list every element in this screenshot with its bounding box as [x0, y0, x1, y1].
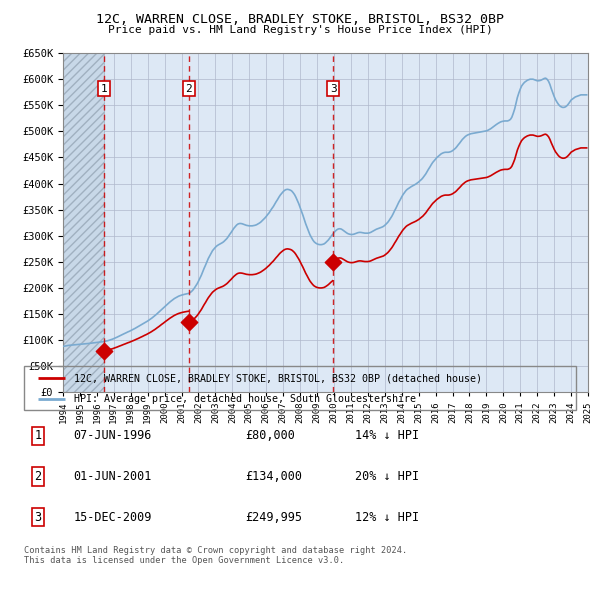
Text: 20% ↓ HPI: 20% ↓ HPI — [355, 470, 419, 483]
Point — [328, 257, 338, 267]
Text: 2: 2 — [185, 84, 192, 94]
Text: £249,995: £249,995 — [245, 510, 302, 523]
Text: 15-DEC-2009: 15-DEC-2009 — [74, 510, 152, 523]
Text: 12C, WARREN CLOSE, BRADLEY STOKE, BRISTOL, BS32 0BP: 12C, WARREN CLOSE, BRADLEY STOKE, BRISTO… — [96, 13, 504, 26]
Text: 1: 1 — [101, 84, 107, 94]
Text: 3: 3 — [330, 84, 337, 94]
Point — [100, 346, 109, 355]
Text: 2: 2 — [34, 470, 41, 483]
Text: 12% ↓ HPI: 12% ↓ HPI — [355, 510, 419, 523]
Text: Price paid vs. HM Land Registry's House Price Index (HPI): Price paid vs. HM Land Registry's House … — [107, 25, 493, 35]
Bar — [63, 53, 104, 392]
Text: 1: 1 — [34, 430, 41, 442]
Text: 14% ↓ HPI: 14% ↓ HPI — [355, 430, 419, 442]
Text: HPI: Average price, detached house, South Gloucestershire: HPI: Average price, detached house, Sout… — [74, 394, 416, 404]
Point — [184, 317, 193, 327]
Text: 01-JUN-2001: 01-JUN-2001 — [74, 470, 152, 483]
Text: 12C, WARREN CLOSE, BRADLEY STOKE, BRISTOL, BS32 0BP (detached house): 12C, WARREN CLOSE, BRADLEY STOKE, BRISTO… — [74, 373, 482, 383]
Text: £80,000: £80,000 — [245, 430, 295, 442]
Text: 07-JUN-1996: 07-JUN-1996 — [74, 430, 152, 442]
Text: 3: 3 — [34, 510, 41, 523]
Text: Contains HM Land Registry data © Crown copyright and database right 2024.
This d: Contains HM Land Registry data © Crown c… — [24, 546, 407, 565]
Text: £134,000: £134,000 — [245, 470, 302, 483]
